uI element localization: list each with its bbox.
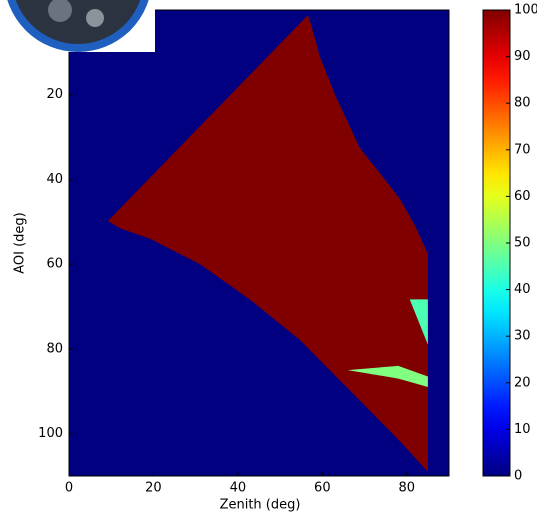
- colorbar-tick-label: 50: [514, 236, 531, 251]
- colorbar-tick-label: 10: [514, 422, 531, 437]
- y-tick-label: 40: [46, 172, 63, 187]
- x-tick-label: 60: [314, 481, 331, 496]
- colorbar-tick-label: 70: [514, 142, 531, 157]
- colorbar-tick-label: 100: [514, 3, 537, 18]
- x-tick-label: 40: [230, 481, 247, 496]
- x-tick-label: 20: [145, 481, 162, 496]
- colorbar-tick-label: 20: [514, 375, 531, 390]
- y-tick-label: 20: [46, 87, 63, 102]
- plot-frame: [68, 9, 450, 477]
- colorbar-tick-label: 30: [514, 329, 531, 344]
- colorbar: [482, 9, 511, 477]
- x-tick-label: 80: [399, 481, 416, 496]
- logo: [0, 0, 155, 52]
- heatmap-region: [409, 299, 428, 345]
- colorbar-tick-label: 0: [514, 469, 522, 484]
- plot-area: [69, 10, 449, 476]
- y-tick-label: 60: [46, 257, 63, 272]
- colorbar-tick-label: 80: [514, 96, 531, 111]
- heatmap-region: [107, 15, 428, 472]
- colorbar-tick-label: 40: [514, 282, 531, 297]
- heatmap-region: [347, 365, 428, 388]
- colorbar-tick-label: 60: [514, 189, 531, 204]
- x-axis-label: Zenith (deg): [220, 498, 301, 513]
- y-axis-label: AOI (deg): [13, 212, 28, 274]
- y-tick-label: 80: [46, 341, 63, 356]
- colorbar-tick-label: 90: [514, 49, 531, 64]
- y-tick-label: 100: [38, 426, 63, 441]
- x-tick-label: 0: [65, 481, 73, 496]
